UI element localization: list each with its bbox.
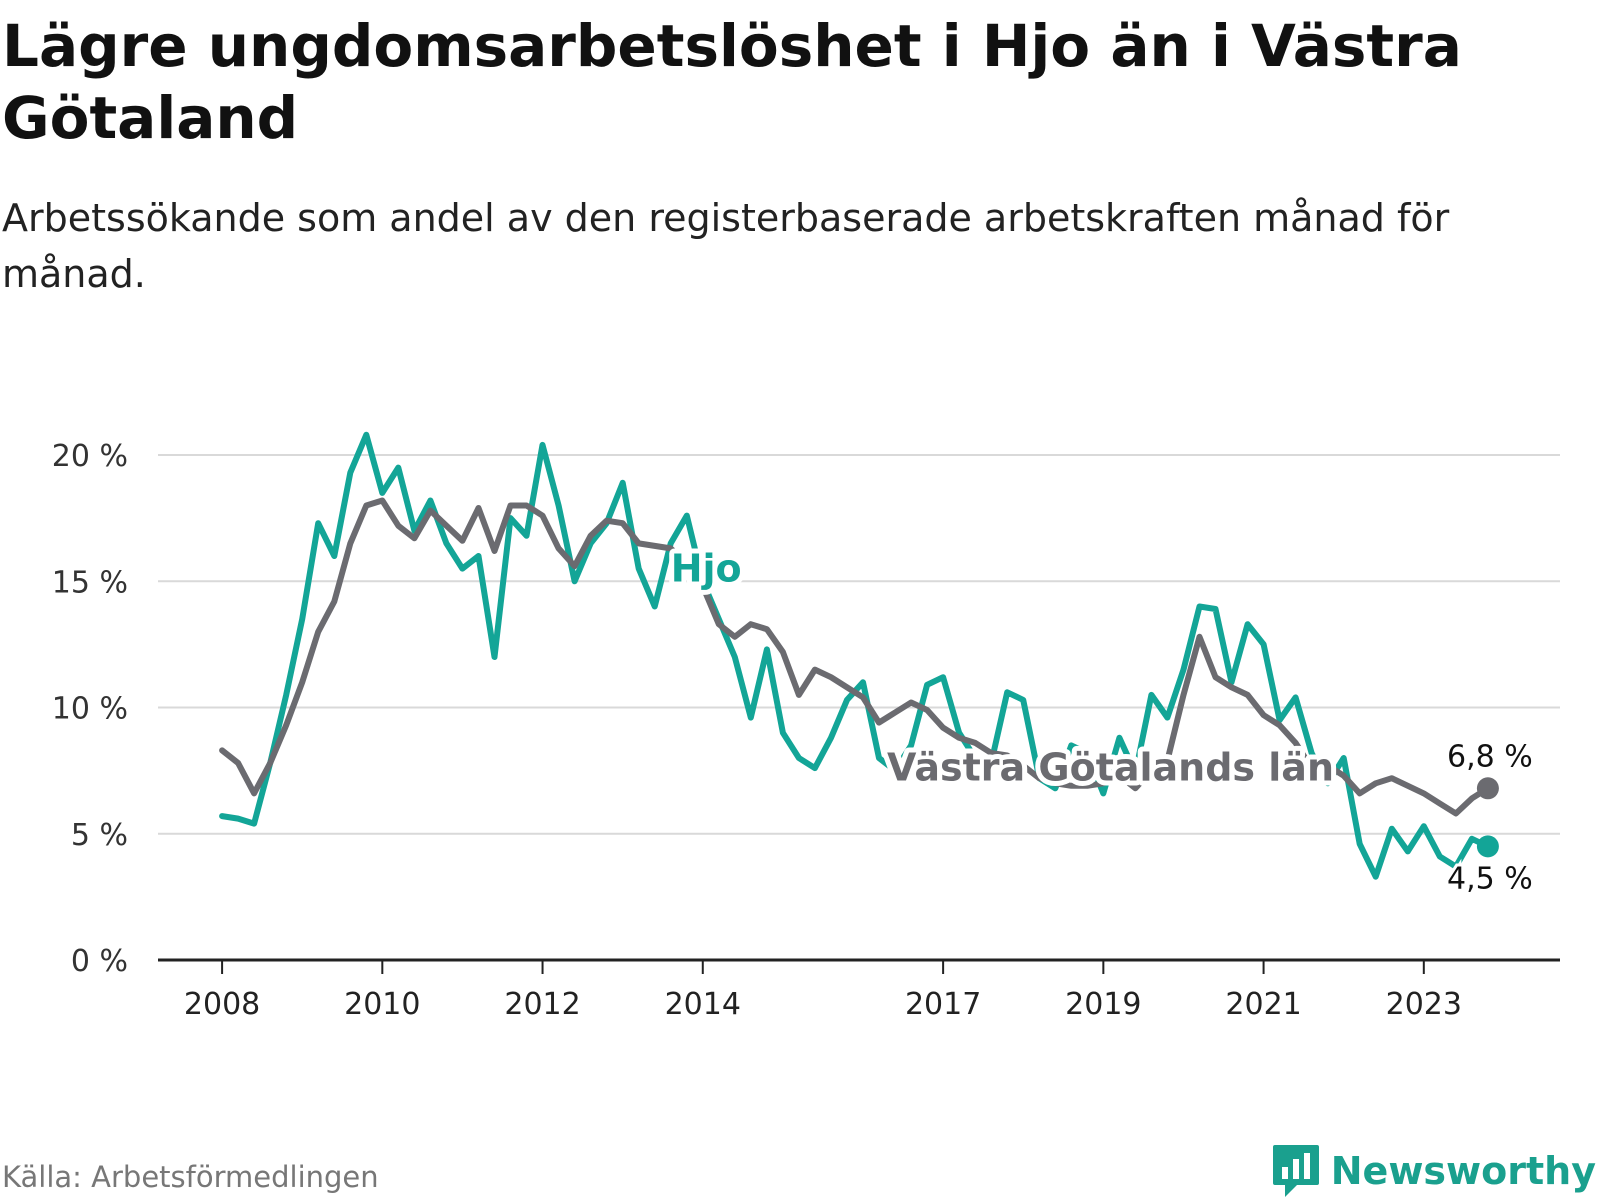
x-axis: 2008 2010 2012 2014 2017 2019 2021 2023 <box>158 958 1560 1022</box>
series-labels: Hjo 4,5 % Västra Götalands län 6,8 % <box>666 541 1536 899</box>
x-tick-label: 2010 <box>344 987 420 1022</box>
x-tick-label: 2014 <box>665 987 741 1022</box>
series-lines <box>219 431 1499 880</box>
y-tick-label: 10 % <box>52 692 128 727</box>
y-tick-label: 15 % <box>52 565 128 600</box>
x-tick-label: 2012 <box>504 987 580 1022</box>
series-line-hjo <box>219 431 1491 880</box>
series-label-hjo: Hjo <box>671 546 742 590</box>
series-line-vg <box>219 497 1491 817</box>
grid-lines <box>158 454 1560 835</box>
y-tick-label: 20 % <box>52 439 128 474</box>
end-value-label-hjo: 4,5 % <box>1447 861 1533 896</box>
x-tick-label: 2019 <box>1065 987 1141 1022</box>
x-tick-label: 2021 <box>1225 987 1301 1022</box>
x-tick-label: 2008 <box>184 987 260 1022</box>
x-tick-label: 2023 <box>1386 987 1462 1022</box>
chart-subtitle: Arbetssökande som andel av den registerb… <box>2 196 1450 296</box>
y-tick-label: 0 % <box>71 944 128 979</box>
end-point-vg <box>1476 777 1499 800</box>
y-tick-label: 5 % <box>71 818 128 853</box>
end-point-hjo <box>1476 835 1499 858</box>
source-note: Källa: Arbetsförmedlingen <box>2 1160 379 1194</box>
y-axis-ticks: 0 % 5 % 10 % 15 % 20 % <box>52 439 128 979</box>
brand-name: Newsworthy <box>1330 1149 1596 1193</box>
end-value-label-vg: 6,8 % <box>1447 739 1533 774</box>
brand-logo: Newsworthy <box>1271 1143 1596 1199</box>
x-tick-label: 2017 <box>905 987 981 1022</box>
newsworthy-logo-icon <box>1272 1145 1319 1197</box>
series-label-vg: Västra Götalands län <box>887 746 1334 790</box>
chart-title: Lägre ungdomsarbetslöshet i Hjo än i Väs… <box>2 12 1462 152</box>
